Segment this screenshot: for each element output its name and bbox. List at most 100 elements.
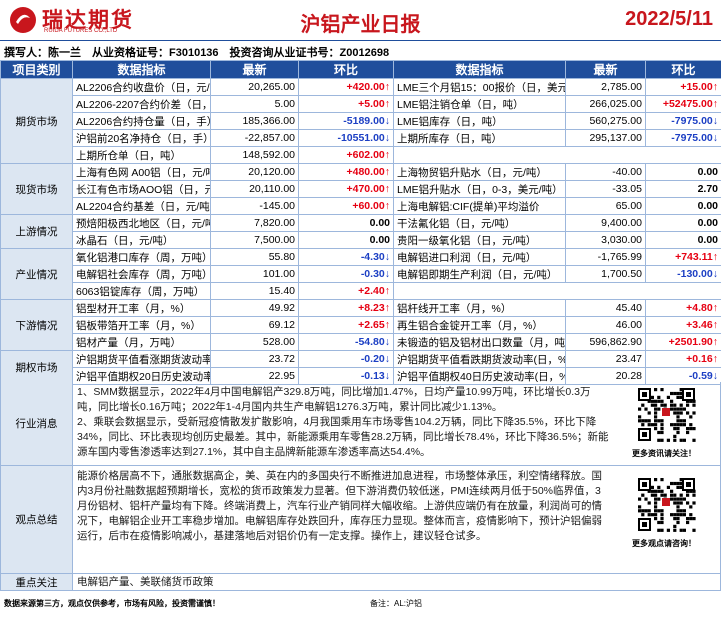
view-block: 观点总结 能源价格居高不下，通胀数据高企，美、英在内的多国央行不断推进加息进程，…	[0, 466, 721, 574]
latest: 3,030.00	[565, 231, 646, 249]
qr-module	[638, 419, 642, 423]
change: -5189.00↓	[298, 112, 394, 130]
qr-module	[670, 407, 674, 411]
qr-module	[642, 432, 647, 437]
qr-module	[679, 403, 683, 407]
qr-module	[654, 493, 658, 497]
qr-module	[660, 517, 664, 521]
qr-module	[662, 498, 670, 506]
qr-module	[654, 411, 658, 415]
qr-module	[686, 399, 690, 403]
qr-module	[673, 391, 677, 396]
qr-module	[644, 407, 648, 411]
indicator: AL2206合约收盘价（日，元/吨）	[72, 78, 211, 96]
qr-module	[676, 485, 680, 489]
qr-module	[654, 388, 658, 392]
qr-module	[657, 430, 661, 435]
indicator: 预焙阳极西北地区（日，元/吨）	[72, 214, 211, 232]
indicator: AL2206合约持仓量（日，手）	[72, 112, 211, 130]
qr-module	[692, 517, 696, 521]
qr-module	[679, 497, 683, 501]
qr-module	[663, 403, 667, 407]
qr-module	[650, 485, 654, 489]
qr-module	[670, 489, 674, 493]
qr-module	[689, 505, 693, 509]
qr-module	[647, 399, 651, 403]
qr-module	[673, 427, 677, 431]
qr-module	[670, 481, 674, 486]
indicator: 铝材产量（月，万吨）	[72, 333, 211, 351]
qr-module	[676, 481, 680, 486]
indicator: 长江有色市场AOO铝（日，元/吨）	[72, 180, 211, 198]
table-row: 上期所仓单（日，吨） 148,592.00 +602.00↑	[1, 146, 721, 164]
latest: 5.00	[210, 95, 299, 113]
logo: 瑞达期货	[42, 9, 134, 32]
indicator: 沪铝期货平值看跌期货波动率(日，%)	[393, 350, 566, 368]
column-header: 最新	[565, 60, 646, 79]
latest: 7,820.00	[210, 214, 299, 232]
qr-module	[676, 430, 680, 435]
latest: 20,265.00	[210, 78, 299, 96]
latest: 23.72	[210, 350, 299, 368]
indicator: 电解铝进口利润（日，元/吨）	[393, 248, 566, 266]
qr-module	[660, 438, 664, 442]
qr-module	[676, 411, 680, 415]
qr-module	[662, 408, 670, 416]
indicator: 电解铝即期生产利润（日，元/吨）	[393, 265, 566, 283]
change: +480.00↑	[298, 163, 394, 181]
category: 产业情况	[0, 248, 73, 300]
qr-module	[660, 403, 664, 407]
change: +5.00↑	[298, 95, 394, 113]
qr-module	[673, 524, 677, 528]
qr-module	[679, 423, 683, 427]
news-block: 行业消息 1、SMM数据显示，2022年4月中国电解铝产329.8万吨，同比增加…	[0, 382, 721, 466]
indicator: LME三个月铝15：00报价（日，美元/吨）	[393, 78, 566, 96]
qr-module	[654, 423, 658, 427]
column-header: 数据指标	[72, 60, 211, 79]
table-row: 下游情况 铝型材开工率（月，%） 49.92 +8.23↑ 铝杆线开工率（月，%） 45.…	[0, 299, 721, 351]
qr-module	[682, 438, 686, 442]
qr-module	[642, 392, 647, 397]
change: -54.80↓	[298, 333, 394, 351]
category: 期货市场	[0, 78, 73, 164]
empty-cell	[393, 146, 721, 164]
qr-module	[682, 423, 686, 427]
rule	[0, 40, 721, 41]
qr-module	[660, 478, 664, 482]
qr-module	[650, 513, 654, 517]
qr-module	[641, 423, 645, 427]
qr-module	[682, 509, 686, 513]
qr-module	[654, 497, 658, 501]
latest: 15.40	[210, 282, 299, 300]
qr-module	[654, 509, 658, 513]
qr-module	[650, 395, 654, 399]
change: +2.40↑	[298, 282, 394, 300]
qr-module	[666, 395, 670, 399]
latest: 185,366.00	[210, 112, 299, 130]
indicator: 铝板带箔开工率（月，%）	[72, 316, 211, 334]
change: -0.20↓	[298, 350, 394, 368]
qr-module	[654, 415, 658, 419]
qr-module	[660, 528, 664, 532]
latest: -33.05	[565, 180, 646, 198]
qr-module	[676, 501, 680, 505]
news-text: 1、SMM数据显示，2022年4月中国电解铝产329.8万吨，同比增加1.47%…	[77, 385, 610, 460]
date: 2022/5/11	[625, 8, 713, 30]
qr-module	[657, 438, 661, 442]
table-row: 冰晶石（日，元/吨） 7,500.00 0.00 贵阳一级氧化铝（日，元/吨） 3,03…	[1, 231, 721, 249]
qr-module	[676, 505, 680, 509]
qr-module	[666, 528, 670, 532]
qr-module	[647, 419, 651, 423]
change: +0.16↑	[645, 350, 721, 368]
table-row: 铝材产量（月，万吨） 528.00 -54.80↓ 未锻造的铝及铝材出口数量（月，吨）…	[1, 333, 721, 351]
indicator: AL2204合约基差（日，元/吨）	[72, 197, 211, 215]
latest: 9,400.00	[565, 214, 646, 232]
qr-module	[654, 399, 658, 403]
qr-module	[692, 411, 696, 415]
qr-module	[660, 430, 664, 435]
qr-module	[642, 482, 647, 487]
column-header: 环比	[298, 60, 394, 79]
qr-module	[692, 528, 696, 532]
